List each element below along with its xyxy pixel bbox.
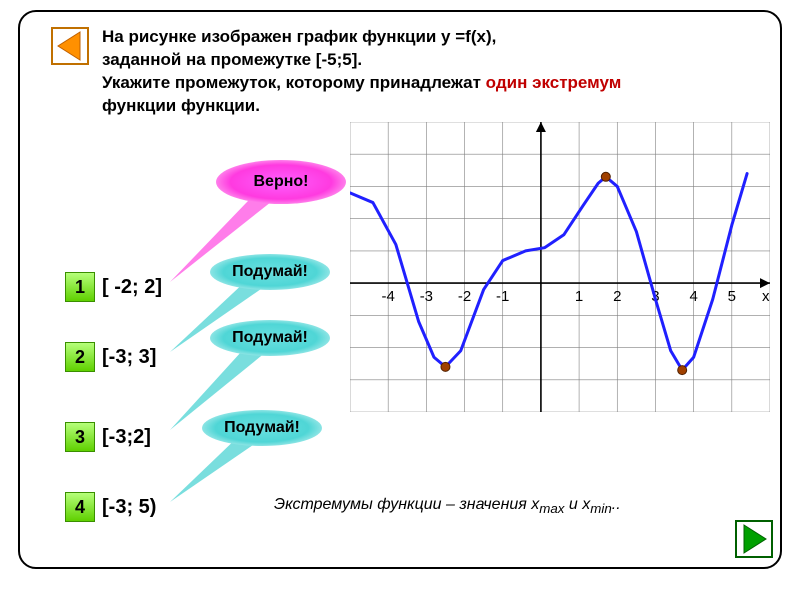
question-line4: функции функции.: [102, 96, 260, 115]
svg-text:-3: -3: [420, 288, 433, 305]
question-line1: На рисунке изображен график функции y =f…: [102, 27, 496, 46]
svg-text:1: 1: [575, 288, 583, 305]
slide-frame: На рисунке изображен график функции y =f…: [18, 10, 782, 569]
svg-text:-2: -2: [458, 288, 471, 305]
graph-area: -4-3-2-112345x: [350, 122, 770, 412]
answer-button-2[interactable]: 2: [65, 342, 95, 372]
feedback-correct: Верно!: [216, 160, 346, 204]
feedback-think-4: Подумай!: [202, 410, 322, 446]
svg-text:4: 4: [689, 288, 697, 305]
svg-text:2: 2: [613, 288, 621, 305]
question-text: На рисунке изображен график функции y =f…: [102, 26, 762, 118]
answer-label-2: [-3; 3]: [102, 346, 156, 369]
question-line2: заданной на промежутке [-5;5].: [102, 50, 362, 69]
answer-label-3: [-3;2]: [102, 426, 151, 449]
svg-text:5: 5: [728, 288, 736, 305]
answer-button-1[interactable]: 1: [65, 272, 95, 302]
footer-note: Экстремумы функции – значения xmax и xmi…: [274, 496, 621, 516]
svg-text:-4: -4: [382, 288, 395, 305]
footer-end: ..: [612, 496, 621, 513]
nav-next-button[interactable]: [734, 519, 774, 559]
footer-mid: и x: [564, 496, 590, 513]
footer-sub2: min: [590, 501, 611, 516]
answer-button-3[interactable]: 3: [65, 422, 95, 452]
answer-label-1: [ -2; 2]: [102, 276, 162, 299]
svg-text:x: x: [762, 288, 770, 305]
question-highlight: один экстремум: [486, 73, 622, 92]
answer-button-4[interactable]: 4: [65, 492, 95, 522]
question-line3a: Укажите промежуток, которому принадлежат: [102, 73, 486, 92]
footer-sub1: max: [539, 501, 564, 516]
svg-text:-1: -1: [496, 288, 509, 305]
nav-back-button[interactable]: [50, 26, 90, 66]
feedback-think-2: Подумай!: [210, 254, 330, 290]
answer-label-4: [-3; 5): [102, 496, 156, 519]
footer-main: Экстремумы функции – значения x: [274, 496, 539, 513]
feedback-think-3: Подумай!: [210, 320, 330, 356]
graph-svg: -4-3-2-112345x: [350, 122, 770, 412]
